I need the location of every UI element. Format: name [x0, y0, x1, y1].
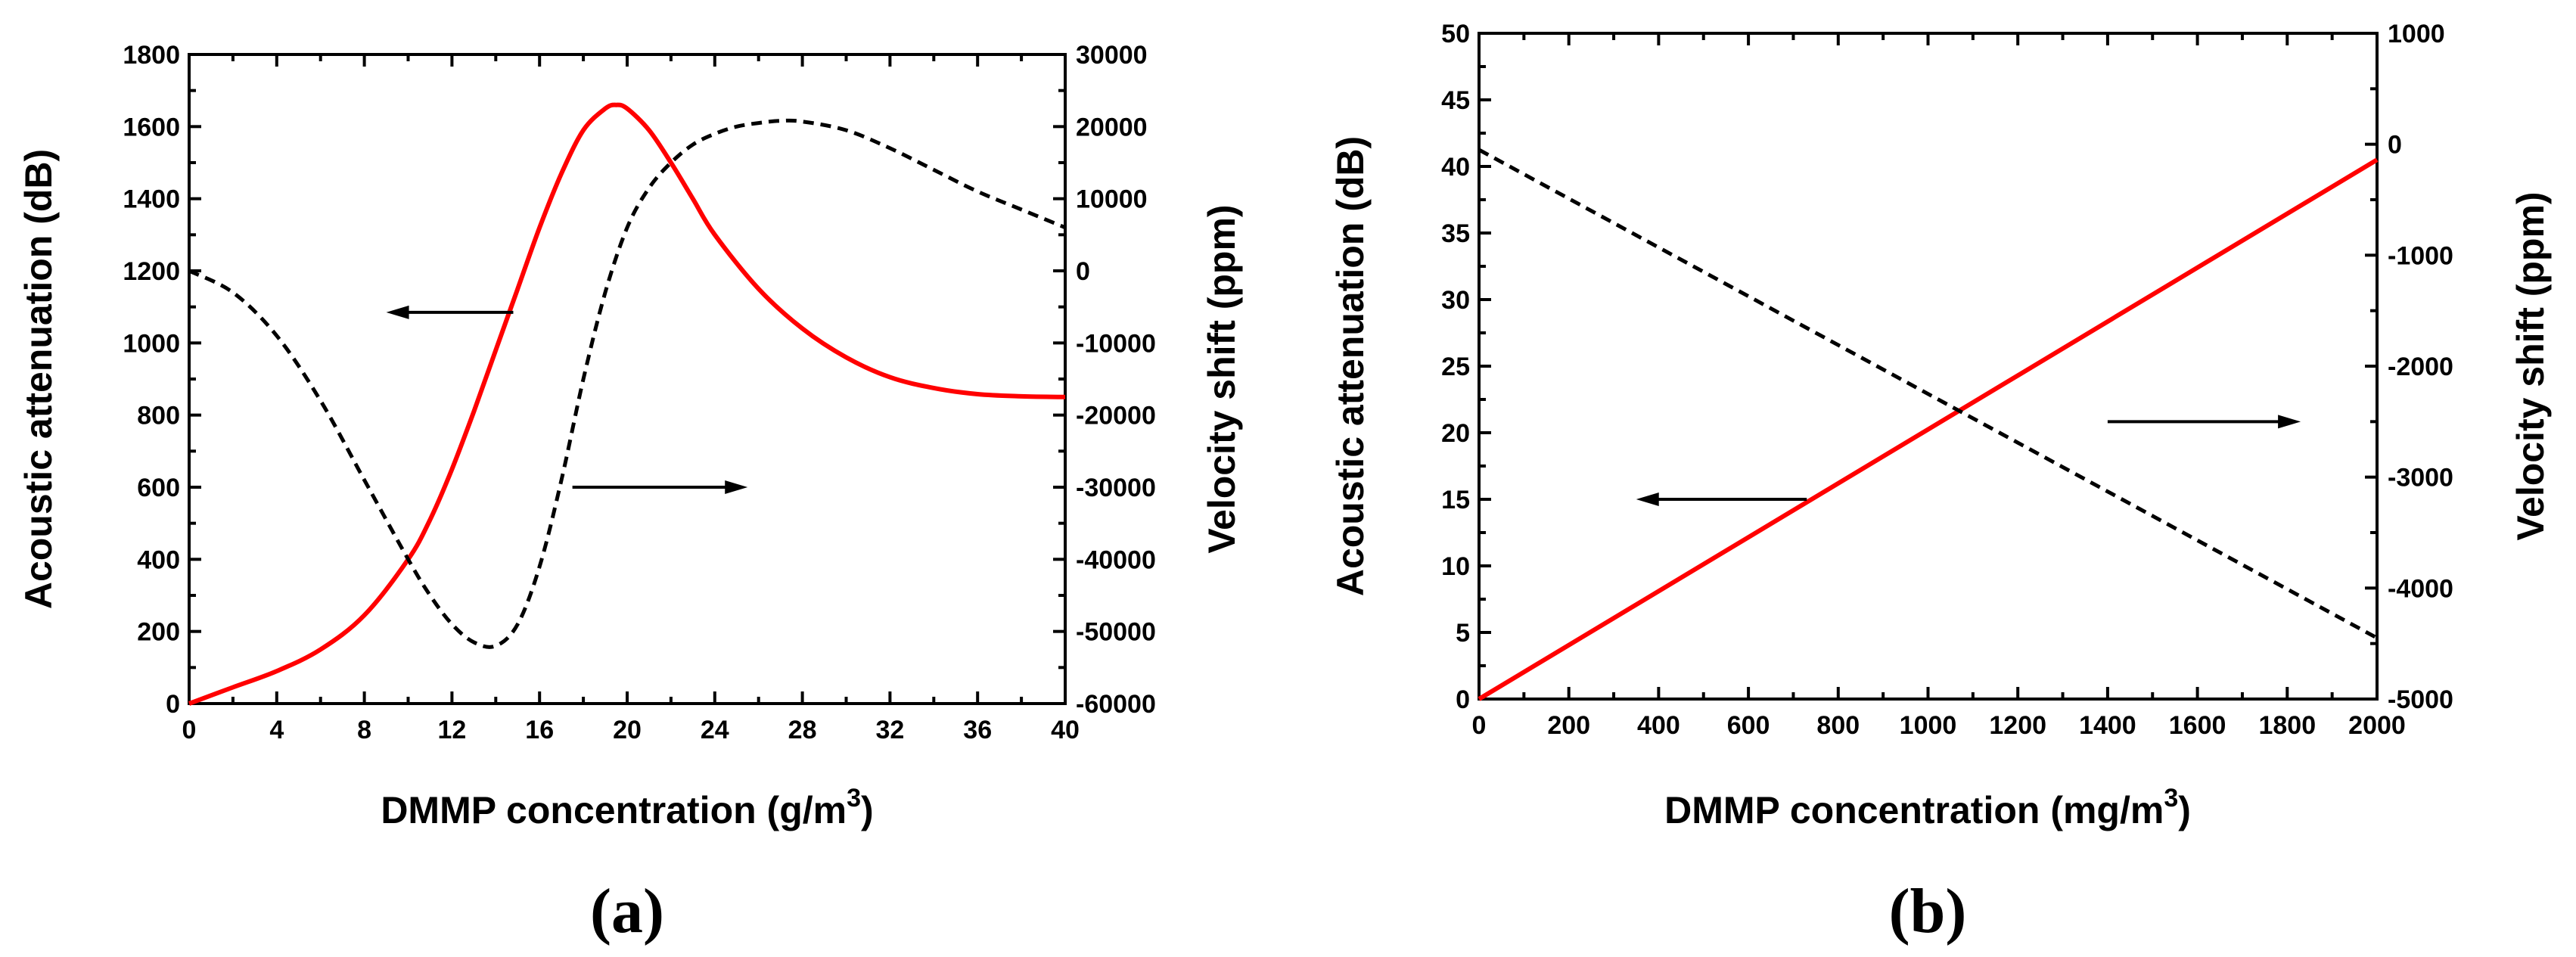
y-left-tick-label: 1200 [123, 257, 180, 286]
series-group-b [1478, 148, 2379, 701]
x-tick-label: 0 [182, 716, 197, 744]
y-right-tick-label: -20000 [1076, 402, 1156, 430]
x-tick-label: 12 [437, 716, 466, 744]
y-left-tick-label: 25 [1441, 353, 1470, 381]
y-left-tick-label: 800 [137, 402, 180, 430]
x-tick-label: 1800 [2258, 711, 2316, 740]
y-left-tick-label: 400 [137, 545, 180, 574]
x-tick-label: 4 [269, 716, 284, 744]
y-left-tick-label: 0 [1456, 685, 1470, 714]
y-right-tick-label: -4000 [2388, 574, 2453, 603]
x-tick-label: 600 [1727, 711, 1770, 740]
x-tick-label: 200 [1547, 711, 1590, 740]
arrow-head [386, 305, 409, 319]
y-right-title-a: Velocity shift (ppm) [1201, 204, 1243, 553]
plot-frame-a [188, 53, 1067, 705]
y-left-tick-label: 40 [1441, 153, 1470, 182]
y-left-tick-label: 15 [1441, 486, 1470, 514]
x-title-b: DMMP concentration (mg/m3) [1664, 784, 2191, 831]
y-left-title-b: Acoustic attenuation (dB) [1329, 136, 1372, 596]
y-right-tick-label: -3000 [2388, 464, 2453, 492]
x-tick-label: 36 [963, 716, 992, 744]
x-tick-label: 800 [1816, 711, 1860, 740]
y-left-title-a: Acoustic attenuation (dB) [17, 149, 60, 609]
x-tick-label: 1600 [2169, 711, 2226, 740]
y-right-tick-label: 0 [1076, 257, 1090, 286]
y-left-tick-label: 35 [1441, 219, 1470, 248]
panel-label-b: (b) [1889, 876, 1967, 946]
y-left-tick-label: 5 [1456, 619, 1470, 648]
right-axis-arrow [2107, 415, 2301, 429]
x-title-a: DMMP concentration (g/m3) [381, 784, 873, 831]
y-left-tick-label: 20 [1441, 419, 1470, 448]
y-left-tick-label: 1000 [123, 329, 180, 358]
x-tick-label: 1200 [1989, 711, 2046, 740]
panel-b: 0 200 400 600 800 1000 1200 1400 1600 1800 2000 05… [1329, 20, 2552, 946]
x-tick-label: 0 [1472, 711, 1487, 740]
acoustic-attenuation-series [188, 102, 1066, 706]
arrows-a [386, 305, 748, 494]
x-tick-label: 40 [1051, 716, 1080, 744]
y-right-tick-label: -30000 [1076, 474, 1156, 502]
y-right-tick-label: -10000 [1076, 329, 1156, 358]
y-left-tick-label: 30 [1441, 286, 1470, 315]
y-left-tick-label: 45 [1441, 86, 1470, 115]
velocity-shift-series [188, 118, 1066, 649]
x-tick-labels-a: 0 4 8 12 16 20 24 28 32 36 40 [182, 716, 1080, 744]
x-tick-label: 24 [701, 716, 729, 744]
y-left-tick-label: 10 [1441, 552, 1470, 581]
right-axis-arrow [572, 480, 748, 494]
y-right-tick-labels-b: -5000 -4000 -3000 -2000 -1000 0 1000 [2388, 20, 2453, 714]
y-right-tick-label: -1000 [2388, 241, 2453, 270]
y-left-tick-label: 600 [137, 474, 180, 502]
y-right-tick-label: 10000 [1076, 185, 1148, 214]
y-left-tick-label: 1600 [123, 113, 180, 141]
y-left-tick-labels-a: 0 200 400 600 800 1000 1200 1400 1600 1800 [123, 41, 180, 719]
y-left-tick-labels-b: 0 5 10 15 20 25 30 35 40 45 50 [1441, 20, 1470, 714]
x-tick-label: 20 [613, 716, 642, 744]
y-right-tick-label: -40000 [1076, 545, 1156, 574]
panel-label-a: (a) [590, 876, 664, 946]
x-tick-label: 8 [357, 716, 371, 744]
y-left-tick-label: 50 [1441, 20, 1470, 48]
y-left-tick-label: 1400 [123, 185, 180, 214]
arrows-b [1636, 415, 2301, 506]
y-right-tick-label: 20000 [1076, 113, 1148, 141]
y-left-tick-label: 200 [137, 618, 180, 647]
velocity-shift-series [1478, 148, 2379, 640]
x-tick-label: 2000 [2348, 711, 2406, 740]
series-group-a [188, 102, 1066, 706]
x-tick-label: 32 [875, 716, 904, 744]
y-right-tick-labels-a: -60000 -50000 -40000 -30000 -20000 -10000 0 100… [1076, 41, 1156, 719]
y-right-tick-label: 1000 [2388, 20, 2445, 48]
x-tick-label: 1000 [1900, 711, 1957, 740]
tick-marks-b [1478, 32, 2379, 701]
tick-marks-a [188, 53, 1067, 705]
arrow-head [1636, 492, 1659, 506]
left-axis-arrow [1636, 492, 1807, 506]
y-left-tick-label: 1800 [123, 41, 180, 70]
x-tick-labels-b: 0 200 400 600 800 1000 1200 1400 1600 1800 2000 [1472, 711, 2406, 740]
acoustic-attenuation-series [1478, 157, 2379, 701]
y-right-tick-label: -50000 [1076, 618, 1156, 647]
plot-frame-b [1478, 32, 2379, 701]
y-left-tick-label: 0 [166, 690, 180, 719]
y-right-tick-label: -5000 [2388, 685, 2453, 714]
x-tick-label: 400 [1637, 711, 1680, 740]
y-right-tick-label: -60000 [1076, 690, 1156, 719]
y-right-title-b: Velocity shift (ppm) [2509, 191, 2552, 540]
left-axis-arrow [386, 305, 514, 319]
y-right-tick-label: 0 [2388, 131, 2402, 160]
x-tick-label: 16 [525, 716, 554, 744]
x-tick-label: 28 [788, 716, 817, 744]
arrow-head [2278, 415, 2301, 429]
panel-a: 0 4 8 12 16 20 24 28 32 36 40 0 200 400 600 800 1000 120… [17, 41, 1243, 946]
arrow-head [725, 480, 748, 494]
x-tick-label: 1400 [2079, 711, 2136, 740]
y-right-tick-label: 30000 [1076, 41, 1148, 70]
y-right-tick-label: -2000 [2388, 353, 2453, 381]
